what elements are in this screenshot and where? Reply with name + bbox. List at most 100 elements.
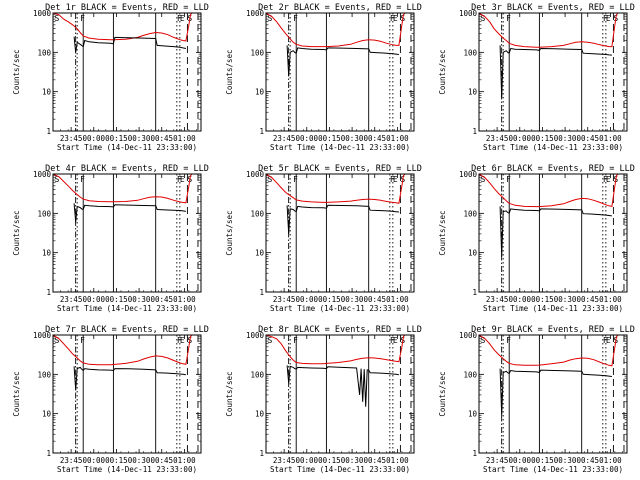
time-marker-label: E (606, 175, 611, 184)
time-marker-label: S (481, 14, 486, 23)
time-marker-label: F (390, 14, 395, 23)
time-marker-label: E (606, 14, 611, 23)
time-marker-label: F (80, 175, 85, 184)
events-series-line (499, 45, 612, 98)
x-tick-label: 00:45 (576, 134, 599, 143)
y-tick-label: 1000 (33, 9, 52, 18)
y-tick-label: 1 (472, 288, 477, 297)
x-tick-label: 01:00 (173, 456, 196, 465)
x-tick-label: 00:45 (576, 295, 599, 304)
y-tick-label: 100 (250, 370, 264, 379)
detector-panel-5: Det 5r BLACK = Events, RED = LLD 1 10 100 10… (225, 164, 422, 313)
y-tick-label: 100 (37, 370, 51, 379)
y-axis-label: Counts/sec (225, 49, 234, 94)
panel-title: Det 6r BLACK = Events, RED = LLD (471, 164, 635, 174)
x-tick-label: 23:45 (60, 134, 83, 143)
plot-area (266, 335, 406, 407)
y-tick-label: 100 (463, 209, 477, 218)
x-axis-label: Start Time (14-Dec-11 23:33:00) (483, 143, 623, 152)
x-tick-label: 00:30 (554, 456, 577, 465)
plot-frame (478, 12, 628, 132)
y-tick-label: 100 (463, 48, 477, 57)
y-axis-label: Counts/sec (438, 210, 447, 255)
detector-panel-1: Det 1r BLACK = Events, RED = LLD 1 10 100 10… (12, 3, 209, 152)
x-tick-label: 00:00 (508, 456, 531, 465)
events-series-line (73, 203, 186, 223)
time-marker-label: S (268, 336, 273, 345)
events-series-line (499, 368, 612, 416)
y-tick-label: 100 (463, 370, 477, 379)
time-marker-label: F (506, 14, 511, 23)
lld-series-line (266, 335, 406, 365)
time-marker-label: S (55, 14, 60, 23)
x-tick-label: 00:00 (82, 456, 105, 465)
x-tick-label: 00:30 (341, 134, 364, 143)
y-tick-label: 1 (46, 288, 51, 297)
x-tick-label: 00:45 (363, 134, 386, 143)
x-tick-label: 00:45 (363, 295, 386, 304)
x-tick-label: 00:30 (554, 134, 577, 143)
x-tick-label: 00:15 (318, 134, 341, 143)
time-marker-label: F (293, 175, 298, 184)
lld-series-line (53, 335, 193, 366)
detector-panel-8: Det 8r BLACK = Events, RED = LLD 1 10 100 10… (225, 325, 422, 474)
y-tick-label: 10 (468, 88, 478, 97)
x-tick-label: 00:30 (128, 456, 151, 465)
y-axis-label: Counts/sec (12, 49, 21, 94)
events-series-line (286, 45, 399, 77)
y-tick-label: 100 (250, 48, 264, 57)
time-marker-label: S (268, 175, 273, 184)
x-axis-label: Start Time (14-Dec-11 23:33:00) (270, 465, 410, 474)
y-tick-label: 1000 (459, 170, 478, 179)
time-marker-label: F (390, 175, 395, 184)
y-tick-label: 10 (42, 410, 52, 419)
panel-title: Det 7r BLACK = Events, RED = LLD (45, 325, 209, 335)
x-tick-label: 00:00 (508, 295, 531, 304)
detector-panel-4: Det 4r BLACK = Events, RED = LLD 1 10 100 10… (12, 164, 209, 313)
y-tick-label: 1 (259, 127, 264, 136)
y-tick-label: 10 (42, 249, 52, 258)
y-tick-label: 1000 (33, 331, 52, 340)
x-tick-label: 01:00 (173, 295, 196, 304)
y-tick-label: 10 (42, 88, 52, 97)
x-tick-label: 00:30 (341, 456, 364, 465)
plot-area (479, 13, 619, 98)
x-tick-label: 00:30 (128, 295, 151, 304)
panel-title: Det 3r BLACK = Events, RED = LLD (471, 3, 635, 13)
x-tick-label: 00:45 (150, 134, 173, 143)
y-tick-label: 1 (472, 127, 477, 136)
x-tick-label: 00:00 (82, 295, 105, 304)
events-series-line (73, 366, 186, 391)
x-tick-label: 23:45 (486, 134, 509, 143)
x-tick-label: 00:00 (295, 134, 318, 143)
lld-series-line (53, 174, 193, 204)
detector-panel-2: Det 2r BLACK = Events, RED = LLD 1 10 100 10… (225, 3, 422, 152)
x-tick-label: 00:30 (341, 295, 364, 304)
plot-frame (52, 12, 202, 132)
plot-frame (52, 334, 202, 454)
lld-series-line (266, 174, 406, 204)
y-tick-label: 100 (37, 48, 51, 57)
x-tick-label: 01:00 (599, 134, 622, 143)
y-tick-label: 1000 (459, 331, 478, 340)
time-marker-label: F (177, 175, 182, 184)
y-axis-label: Counts/sec (12, 371, 21, 416)
x-tick-label: 00:15 (318, 456, 341, 465)
x-tick-label: 00:30 (128, 134, 151, 143)
x-tick-label: 01:00 (599, 456, 622, 465)
y-tick-label: 1000 (246, 331, 265, 340)
y-tick-label: 1000 (459, 9, 478, 18)
lld-series-line (479, 13, 619, 48)
x-axis-label: Start Time (14-Dec-11 23:33:00) (483, 465, 623, 474)
y-axis-label: Counts/sec (12, 210, 21, 255)
x-axis-label: Start Time (14-Dec-11 23:33:00) (57, 143, 197, 152)
x-tick-label: 00:45 (150, 295, 173, 304)
lld-series-line (479, 335, 619, 367)
detector-panel-9: Det 9r BLACK = Events, RED = LLD 1 10 100 10… (438, 325, 635, 474)
time-marker-label: F (506, 336, 511, 345)
time-marker-label: S (481, 336, 486, 345)
plot-area (479, 174, 619, 257)
time-marker-label: E (180, 14, 185, 23)
x-axis-label: Start Time (14-Dec-11 23:33:00) (270, 143, 410, 152)
x-tick-label: 00:45 (576, 456, 599, 465)
